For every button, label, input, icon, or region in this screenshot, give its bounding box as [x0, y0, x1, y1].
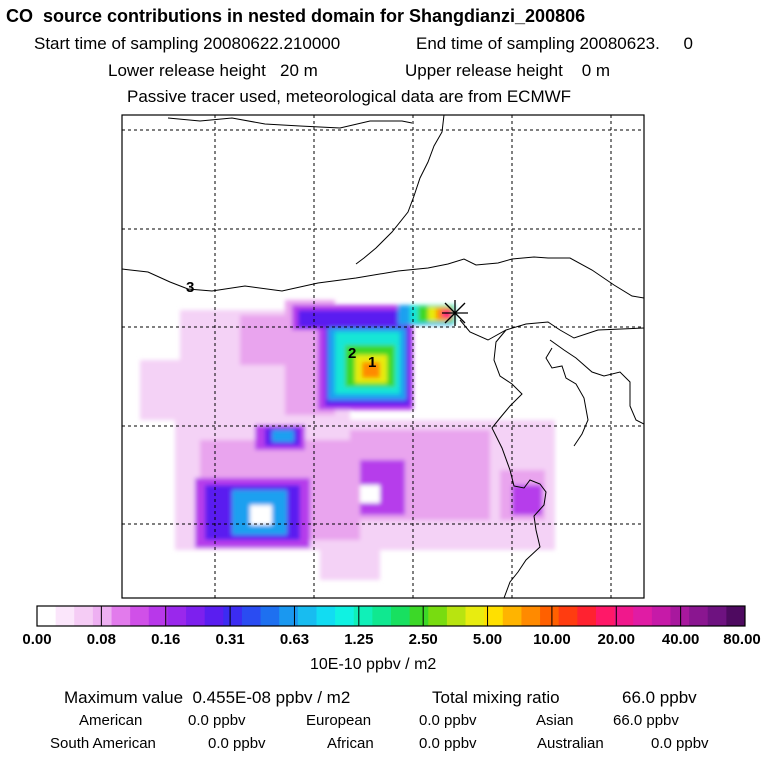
region-asian-name: Asian	[536, 712, 574, 729]
colorbar-swatch	[223, 606, 243, 626]
colorbar-swatch	[446, 606, 466, 626]
colorbar-tick-label: 0.00	[22, 631, 52, 648]
colorbar-swatch	[465, 606, 485, 626]
tracer-note: Passive tracer used, meteorological data…	[127, 87, 572, 106]
colorbar-swatch	[372, 606, 392, 626]
colorbar-swatch	[74, 606, 94, 626]
start-time-label: Start time of sampling 20080622.210000	[34, 34, 341, 53]
colorbar-tick-label: 0.31	[215, 631, 245, 648]
colorbar-swatch	[558, 606, 578, 626]
map-label-3: 3	[186, 279, 194, 296]
colorbar-swatch	[167, 606, 187, 626]
colorbar-swatch	[353, 606, 373, 626]
colorbar-swatch	[409, 606, 429, 626]
colorbar-swatch	[614, 606, 634, 626]
plot-title: CO source contributions in nested domain…	[6, 6, 586, 26]
grid-lines	[122, 115, 644, 598]
colorbar-swatch	[502, 606, 522, 626]
colorbar-tick-label: 20.00	[597, 631, 636, 648]
colorbar-swatch	[37, 606, 57, 626]
coastline-borders	[122, 115, 644, 598]
region-south-american-name: South American	[50, 735, 156, 752]
colorbar-swatch	[111, 606, 131, 626]
colorbar-swatch	[577, 606, 597, 626]
colorbar-tick-label: 80.00	[723, 631, 761, 648]
colorbar-tick-label: 2.50	[408, 631, 438, 648]
total-mixing-label: Total mixing ratio	[432, 688, 560, 707]
colorbar-swatch	[484, 606, 504, 626]
region-asian-value: 66.0 ppbv	[613, 712, 679, 729]
region-african-name: African	[327, 735, 374, 752]
region-australian-value: 0.0 ppbv	[651, 735, 709, 752]
colorbar-swatch	[297, 606, 317, 626]
colorbar-tick-label: 40.00	[661, 631, 700, 648]
map-label-2: 2	[348, 345, 356, 362]
colorbar-swatch	[186, 606, 206, 626]
colorbar-swatch	[55, 606, 75, 626]
colorbar-swatch	[707, 606, 727, 626]
colorbar-tick-label: 10.00	[533, 631, 571, 648]
colorbar-swatch	[540, 606, 560, 626]
colorbar-swatch	[595, 606, 615, 626]
colorbar-tick-label: 0.16	[151, 631, 181, 648]
colorbar-swatch	[651, 606, 671, 626]
colorbar-swatch	[521, 606, 541, 626]
colorbar-tick-label: 1.25	[344, 631, 374, 648]
region-american-name: American	[79, 712, 143, 729]
colorbar-swatch	[92, 606, 112, 626]
region-american-value: 0.0 ppbv	[188, 712, 246, 729]
region-south-american-value: 0.0 ppbv	[208, 735, 266, 752]
colorbar-swatch	[260, 606, 280, 626]
colorbar-swatch	[391, 606, 411, 626]
colorbar-swatch	[335, 606, 355, 626]
lower-release-label: Lower release height 20 m	[108, 61, 318, 80]
colorbar-tick-label: 0.63	[279, 631, 310, 648]
colorbar-swatch	[279, 606, 299, 626]
map-frame	[121, 114, 645, 599]
region-african-value: 0.0 ppbv	[419, 735, 477, 752]
max-value-label: Maximum value 0.455E-08 ppbv / m2	[64, 688, 351, 707]
colorbar-swatch	[130, 606, 150, 626]
colorbar-swatch	[241, 606, 261, 626]
upper-release-label: Upper release height 0 m	[405, 61, 611, 80]
colorbar-swatch	[148, 606, 168, 626]
map-label-1: 1	[368, 354, 376, 371]
concentration-field	[140, 300, 555, 580]
region-european-name: European	[306, 712, 372, 729]
region-european-value: 0.0 ppbv	[419, 712, 477, 729]
end-time-label: End time of sampling 20080623. 0	[416, 34, 693, 53]
colorbar-swatch	[726, 606, 746, 626]
region-australian-name: Australian	[537, 735, 604, 752]
colorbar-swatch	[633, 606, 653, 626]
colorbar-units: 10E-10 ppbv / m2	[310, 656, 437, 673]
colorbar-tick-label: 5.00	[472, 631, 503, 648]
colorbar-swatch	[204, 606, 224, 626]
colorbar-tick-label: 0.08	[86, 631, 116, 648]
colorbar	[36, 605, 746, 627]
colorbar-border	[36, 605, 746, 627]
colorbar-swatch	[689, 606, 709, 626]
colorbar-swatch	[670, 606, 690, 626]
total-mixing-value: 66.0 ppbv	[622, 688, 697, 707]
colorbar-swatch	[428, 606, 448, 626]
receptor-star-icon	[442, 300, 468, 326]
colorbar-swatch	[316, 606, 336, 626]
